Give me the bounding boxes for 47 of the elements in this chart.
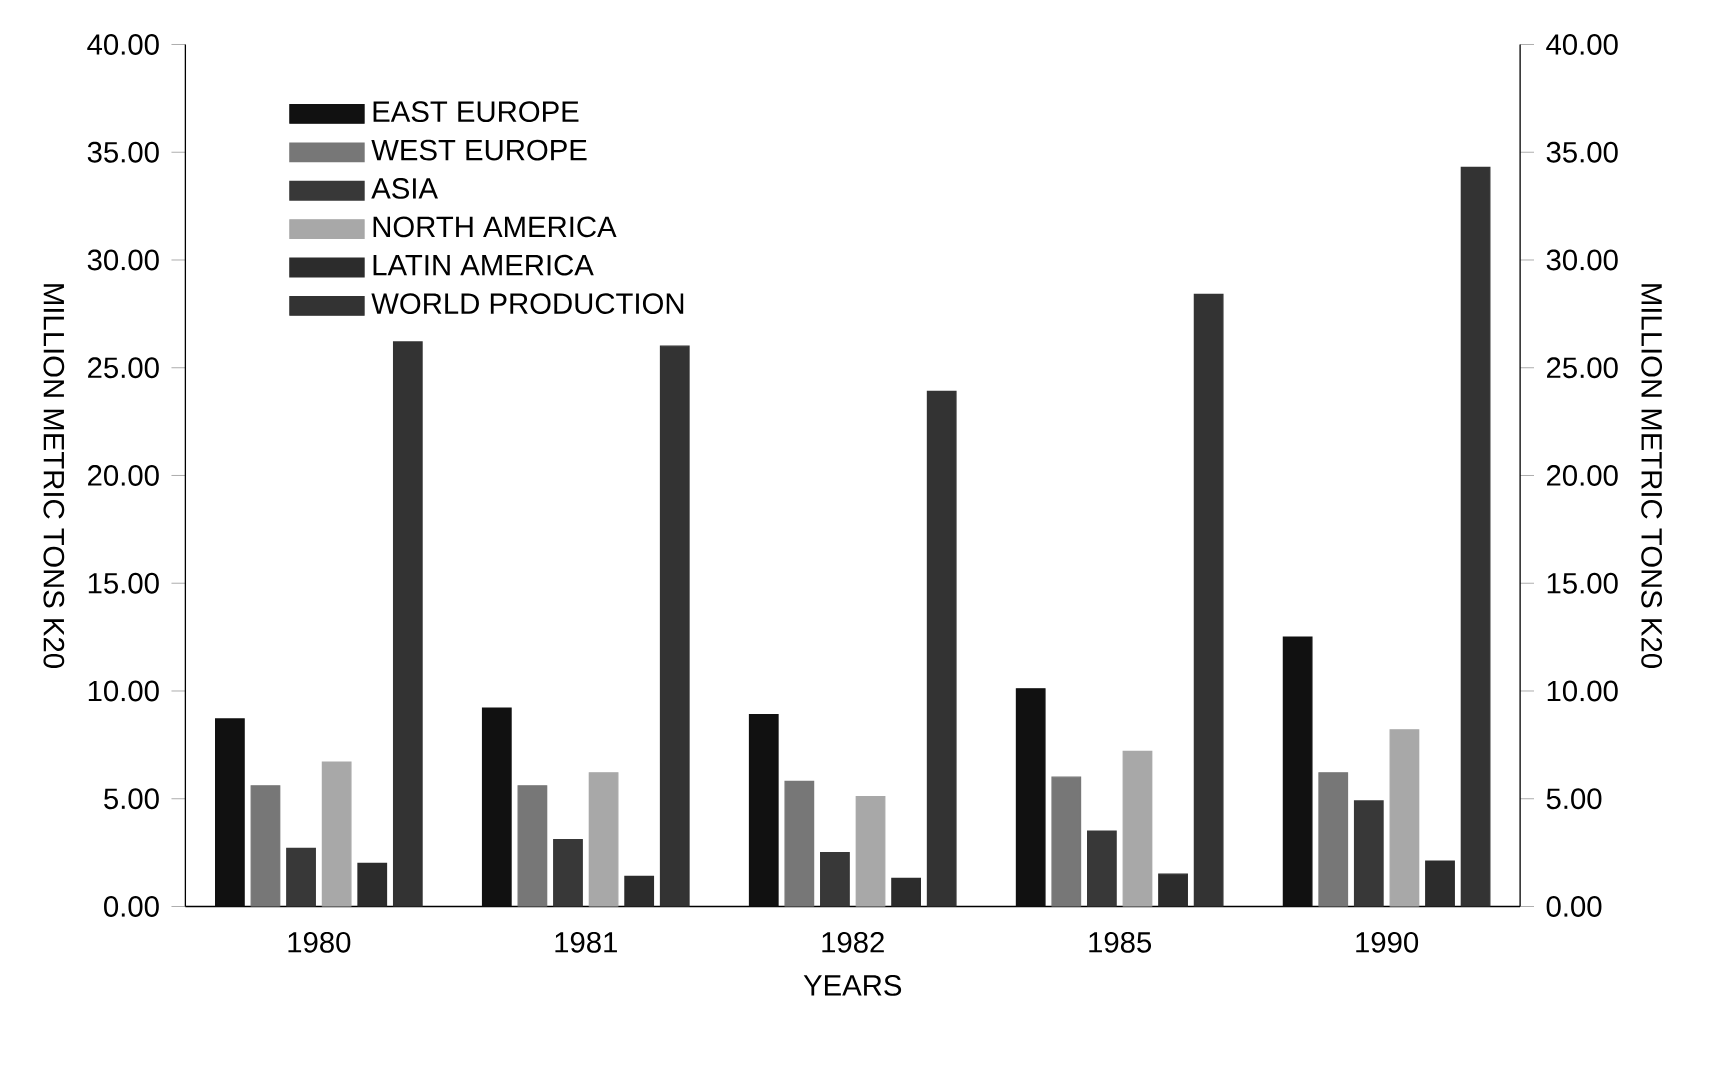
y2-tick-label: 35.00 xyxy=(1546,141,1618,163)
y2-tick-label: 5.00 xyxy=(1546,788,1602,809)
bar xyxy=(1425,860,1455,907)
bar xyxy=(481,707,512,907)
bar xyxy=(517,785,548,907)
bar xyxy=(1282,636,1313,907)
bar xyxy=(1318,772,1349,907)
y2-tick-label: 15.00 xyxy=(1547,572,1618,594)
y-tick-label: 15.00 xyxy=(88,572,159,594)
bar xyxy=(891,877,922,907)
bar xyxy=(624,875,655,907)
y-tick-label: 20.00 xyxy=(88,464,159,486)
y-tick-label: 40.00 xyxy=(87,33,159,55)
bar xyxy=(250,785,281,907)
y2-tick-label: 20.00 xyxy=(1547,464,1618,486)
x-tick-label: 1981 xyxy=(555,931,617,953)
y-tick-label: 5.00 xyxy=(104,788,159,809)
x-tick-label: 1985 xyxy=(1089,931,1152,953)
bar xyxy=(1158,873,1188,907)
x-tick-label: 1990 xyxy=(1356,931,1419,953)
y-tick-label: 35.00 xyxy=(87,141,159,163)
x-axis-title: YEARS xyxy=(803,974,902,996)
y2-tick-label: 40.00 xyxy=(1546,33,1618,55)
x-tick-label: 1982 xyxy=(822,931,884,953)
bar xyxy=(214,718,245,907)
bar xyxy=(784,780,815,907)
y-tick-label: 30.00 xyxy=(87,249,159,271)
y2-axis-title: MILLION METRIC TONS K20 xyxy=(1641,284,1663,668)
y2-tick-label: 0.00 xyxy=(1546,895,1602,917)
bar xyxy=(1015,688,1046,907)
y-tick-label: 10.00 xyxy=(88,680,159,702)
legend-label: ASIA xyxy=(371,177,438,199)
x-tick-label: 1980 xyxy=(288,931,351,953)
y2-tick-label: 30.00 xyxy=(1546,249,1618,271)
legend-label: WORLD PRODUCTION xyxy=(371,293,684,314)
y-tick-label: 25.00 xyxy=(88,357,159,378)
legend-label: WEST EUROPE xyxy=(371,139,587,161)
legend-label: EAST EUROPE xyxy=(373,101,579,122)
bar xyxy=(1051,776,1082,907)
y2-tick-label: 10.00 xyxy=(1547,680,1618,702)
legend-label: NORTH AMERICA xyxy=(373,216,617,238)
bar xyxy=(357,862,388,907)
y-axis-title: MILLION METRIC TONS K20 xyxy=(43,284,65,668)
y-tick-label: 0.00 xyxy=(104,895,159,917)
y2-tick-label: 25.00 xyxy=(1547,357,1618,378)
bar xyxy=(748,713,779,907)
legend-label: LATIN AMERICA xyxy=(373,254,594,276)
